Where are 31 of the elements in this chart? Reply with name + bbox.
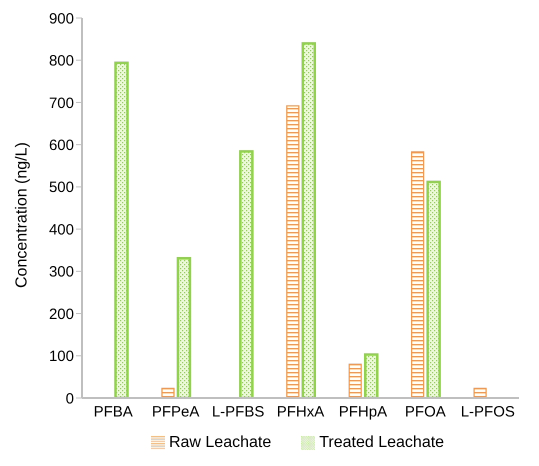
y-tick-label: 700 <box>48 94 74 112</box>
bar <box>473 388 487 398</box>
y-tick-label: 900 <box>48 10 74 28</box>
y-tick-label: 800 <box>48 52 74 70</box>
bar <box>161 388 175 398</box>
bar <box>302 42 316 398</box>
y-axis-title: Concentration (ng/L) <box>14 142 31 288</box>
bar <box>114 62 129 398</box>
x-tick-label: PFHpA <box>338 404 388 421</box>
bar <box>426 180 441 398</box>
x-tick-label: PFHxA <box>276 404 324 421</box>
y-tick-label: 300 <box>48 264 74 281</box>
y-tick-label: 400 <box>48 221 74 238</box>
y-tick-label: 100 <box>48 348 74 366</box>
bar <box>364 353 378 398</box>
y-tick-label: 500 <box>48 179 74 196</box>
bar <box>286 105 300 398</box>
bar <box>411 151 424 398</box>
x-tick-label: PFOA <box>404 404 446 421</box>
y-tick-label: 0 <box>66 390 74 408</box>
bar <box>239 150 254 398</box>
y-tick-label: 600 <box>48 136 74 154</box>
bar <box>176 256 192 398</box>
x-tick-label: PFPeA <box>152 404 200 421</box>
bar <box>348 364 362 398</box>
x-tick-label: PFBA <box>94 404 133 421</box>
x-tick-label: L-PFOS <box>460 404 515 421</box>
legend-label: Raw Leachate <box>168 434 272 451</box>
legend-label: Treated Leachate <box>319 434 444 451</box>
y-tick-label: 200 <box>48 306 74 323</box>
x-tick-label: L-PFBS <box>212 404 264 421</box>
